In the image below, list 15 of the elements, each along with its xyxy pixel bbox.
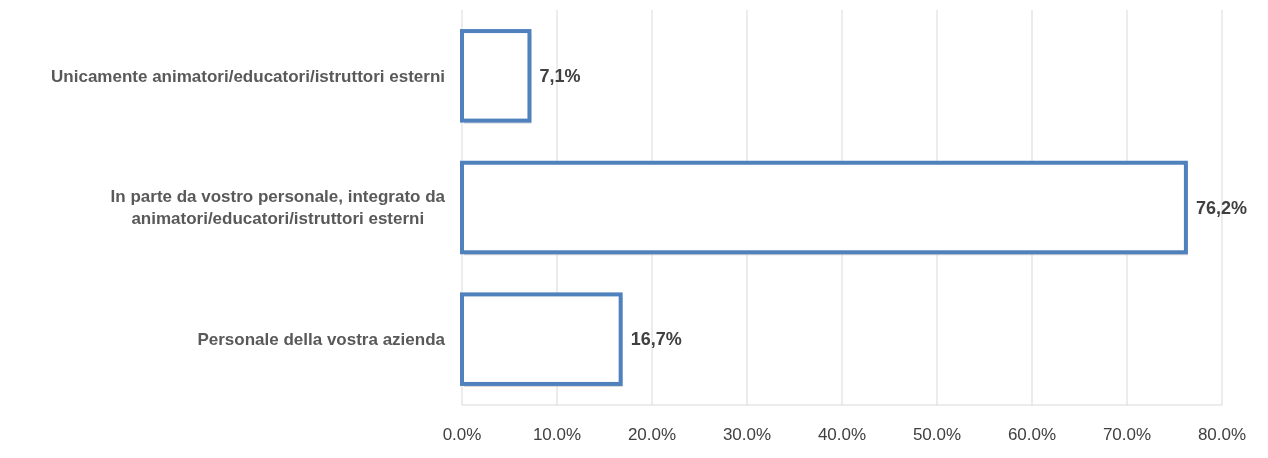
x-tick-label: 30.0% bbox=[722, 425, 772, 444]
y-tick-label: Personale della vostra azienda bbox=[197, 330, 446, 350]
data-label: 7,1% bbox=[539, 66, 581, 87]
data-label: 76,2% bbox=[1195, 197, 1247, 218]
x-tick-label: 60.0% bbox=[1007, 425, 1057, 444]
y-tick-label: Unicamente animatori/educatori/istruttori esterni bbox=[51, 66, 445, 86]
x-tick-label: 0.0% bbox=[442, 425, 482, 444]
x-tick-label: 70.0% bbox=[1102, 425, 1152, 444]
x-tick-label: 10.0% bbox=[532, 425, 582, 444]
x-tick-label: 80.0% bbox=[1197, 425, 1247, 444]
data-label: 16,7% bbox=[630, 329, 682, 350]
y-tick-label: In parte da vostro personale, integrato da animatori/educatori/istruttori esterni bbox=[110, 187, 446, 229]
x-tick-label: 20.0% bbox=[627, 425, 677, 444]
x-tick-label: 40.0% bbox=[817, 425, 867, 444]
x-tick-label: 50.0% bbox=[912, 425, 962, 444]
